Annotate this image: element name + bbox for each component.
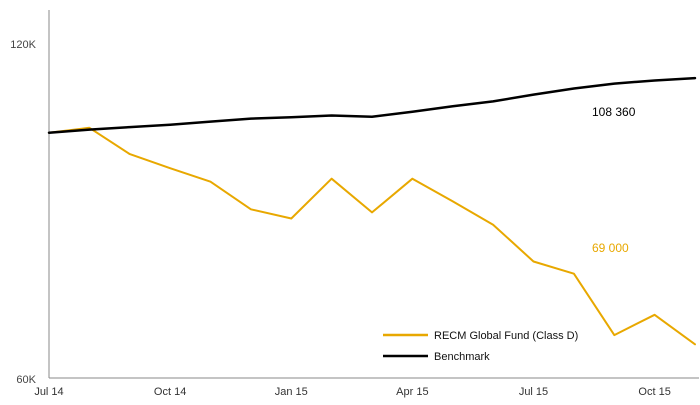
y-tick-label: 60K bbox=[16, 374, 36, 386]
labels-layer: 69 000 108 360 bbox=[592, 105, 636, 255]
x-tick-label: Oct 14 bbox=[154, 386, 186, 398]
legend-label: RECM Global Fund (Class D) bbox=[434, 330, 578, 342]
legend-label: Benchmark bbox=[434, 351, 490, 363]
series-layer bbox=[47, 76, 697, 346]
x-tick-label: Jan 15 bbox=[275, 386, 308, 398]
y-tick-label: 120K bbox=[10, 39, 36, 51]
x-tick-label: Apr 15 bbox=[396, 386, 428, 398]
legend: RECM Global Fund (Class D) Benchmark bbox=[383, 330, 578, 363]
fund-end-value-label: 69 000 bbox=[592, 241, 629, 255]
x-tick-label: Jul 14 bbox=[34, 386, 63, 398]
x-tick-label: Jul 15 bbox=[519, 386, 548, 398]
series-line-fund bbox=[48, 126, 696, 346]
x-tick-label: Oct 15 bbox=[638, 386, 670, 398]
benchmark-end-value-label: 108 360 bbox=[592, 105, 636, 119]
series-line-benchmark bbox=[47, 76, 697, 134]
